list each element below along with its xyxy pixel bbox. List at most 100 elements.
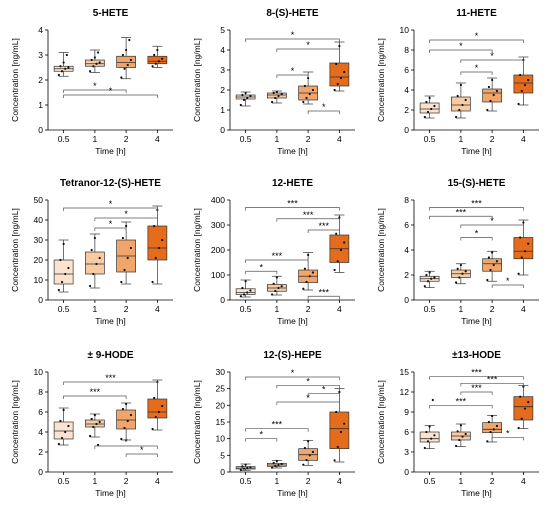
data-point: [428, 96, 431, 100]
y-tick-label: 0: [38, 467, 43, 477]
data-point: [302, 463, 305, 466]
significance-label: ***: [456, 207, 467, 217]
box-body: [513, 396, 534, 421]
data-point: [489, 99, 492, 103]
x-tick-label: 1: [459, 476, 464, 486]
data-point: [335, 410, 338, 414]
box-body: [419, 102, 440, 114]
data-point: [98, 61, 101, 64]
y-tick-label: 0: [404, 125, 409, 135]
significance-label: *: [109, 219, 113, 229]
data-point: [129, 413, 133, 417]
significance-bracket: [245, 270, 278, 275]
y-tick-label: 3: [404, 447, 409, 457]
y-tick-label: 0: [38, 295, 43, 305]
significance-label: *: [322, 385, 326, 395]
data-point: [92, 425, 95, 429]
data-point: [88, 434, 92, 438]
box-body: [482, 422, 502, 434]
box-body: [513, 237, 534, 260]
data-point: [120, 76, 123, 79]
box-body: [147, 398, 168, 419]
data-point: [311, 88, 315, 92]
box-body: [53, 259, 74, 285]
y-axis-label: Concentration [ng/mL]: [192, 208, 202, 292]
y-tick-label: 3: [220, 65, 225, 75]
significance-label: *: [490, 51, 494, 61]
significance-bracket: [63, 381, 158, 385]
data-point: [339, 76, 343, 80]
data-point: [343, 422, 346, 425]
data-point: [246, 291, 249, 294]
data-point: [303, 84, 307, 88]
data-point: [307, 253, 310, 257]
significance-bracket: [491, 436, 524, 441]
significance-label: *: [109, 199, 113, 209]
data-point: [62, 408, 65, 412]
significance-label: ***: [318, 221, 329, 231]
data-point: [456, 267, 459, 270]
y-tick-label: 300: [211, 220, 225, 230]
data-point: [308, 275, 311, 278]
significance-label: *: [140, 445, 144, 455]
data-point: [277, 463, 280, 467]
data-point: [430, 107, 433, 111]
data-point: [249, 289, 252, 292]
significance-label: *: [306, 40, 310, 50]
data-point: [239, 295, 242, 298]
data-point: [456, 94, 459, 98]
data-point: [311, 450, 315, 454]
significance-bracket: [63, 89, 127, 93]
data-point: [59, 419, 62, 423]
box-body: [116, 55, 136, 68]
significance-label: *: [93, 81, 97, 91]
y-axis-label: Concentration [ng/mL]: [376, 380, 386, 464]
data-point: [242, 98, 246, 102]
data-point: [92, 272, 95, 276]
chart-panel: 8-(S)-HETE 0 1 2 3 4 5 0.5 1 2 4 Time [h] Concentrat…: [192, 8, 355, 156]
significance-bracket: [63, 94, 158, 98]
data-point: [487, 85, 491, 89]
data-point: [64, 272, 67, 276]
data-point: [157, 60, 161, 63]
data-point: [492, 263, 495, 267]
significance-bracket: [276, 401, 340, 405]
y-tick-label: 5: [220, 25, 225, 35]
data-point: [277, 286, 280, 290]
y-tick-label: 12: [400, 387, 410, 397]
data-point: [153, 53, 156, 57]
data-point: [270, 293, 274, 296]
significance-bracket: [429, 39, 524, 43]
data-point: [336, 445, 339, 449]
data-point: [491, 414, 494, 418]
data-point: [520, 89, 523, 93]
x-tick-label: 0.5: [240, 304, 252, 314]
data-point: [459, 263, 462, 267]
data-point: [62, 242, 65, 246]
data-point: [464, 270, 467, 273]
data-point: [244, 463, 247, 466]
panel-title: ±13-HODE: [452, 350, 501, 361]
y-axis-label: Concentration [ng/mL]: [10, 208, 20, 292]
data-point: [154, 62, 157, 65]
panel-title: 5-HETE: [93, 8, 129, 19]
y-tick-label: 4: [404, 245, 409, 255]
data-point: [522, 221, 525, 224]
y-tick-label: 30: [34, 235, 44, 245]
data-point: [303, 446, 307, 450]
panel-title: ± 9-HODE: [87, 350, 133, 361]
y-tick-label: 4: [404, 85, 409, 95]
y-tick-label: 50: [34, 195, 44, 205]
data-point: [65, 53, 68, 57]
data-point: [241, 286, 244, 290]
data-point: [338, 44, 341, 48]
y-axis-label: Concentration [ng/mL]: [10, 38, 20, 122]
data-point: [126, 419, 129, 423]
data-point: [59, 65, 62, 68]
data-point: [62, 61, 65, 64]
box-body: [53, 421, 74, 440]
y-tick-label: 10: [34, 275, 44, 285]
data-point: [308, 454, 311, 457]
data-point: [423, 285, 426, 288]
